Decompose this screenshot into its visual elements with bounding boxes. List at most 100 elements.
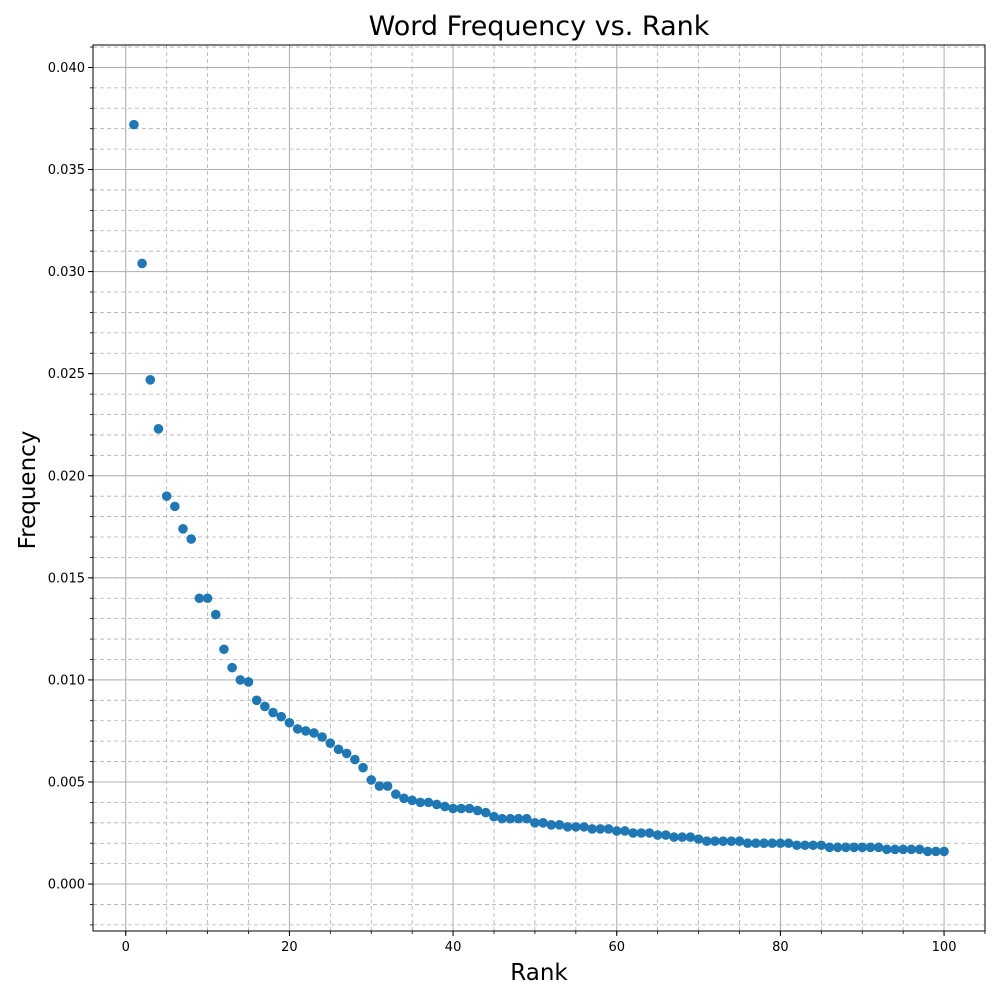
data-point	[791, 840, 802, 851]
data-point	[399, 793, 409, 804]
data-point	[677, 832, 688, 842]
x-axis-label: Rank	[510, 960, 568, 986]
data-point	[464, 803, 475, 814]
data-point	[390, 789, 401, 800]
data-point	[767, 838, 778, 849]
data-point	[513, 813, 524, 824]
x-tick-label: 80	[772, 940, 789, 955]
data-point	[873, 842, 884, 853]
data-point	[726, 836, 737, 846]
data-point	[841, 842, 851, 853]
x-axis-ticks: 0 20 40 60 80 100	[122, 931, 986, 955]
data-point	[562, 822, 573, 832]
data-points	[129, 119, 949, 857]
data-point	[759, 838, 769, 849]
data-point	[431, 799, 442, 810]
data-point	[170, 501, 180, 512]
data-point	[628, 828, 638, 838]
x-tick-label: 60	[608, 940, 625, 955]
data-point	[783, 838, 794, 849]
x-tick-label: 40	[445, 940, 462, 955]
plot-area	[93, 45, 985, 931]
data-point	[849, 842, 859, 853]
data-point	[161, 491, 172, 501]
data-point	[685, 832, 696, 842]
data-point	[890, 844, 900, 855]
data-point	[202, 593, 213, 604]
y-tick-label: 0.005	[48, 775, 85, 790]
data-point	[300, 726, 311, 736]
data-point	[636, 828, 647, 838]
data-point	[931, 846, 941, 857]
plot-frame	[92, 44, 986, 932]
data-point	[227, 662, 237, 673]
y-axis-ticks: 0.000 0.005 0.010 0.015 0.020 0.025 0.030 0.035…	[48, 46, 93, 926]
data-point	[922, 846, 933, 857]
data-point	[489, 811, 499, 822]
data-point	[775, 838, 786, 849]
data-point	[554, 820, 565, 830]
data-point	[906, 844, 917, 855]
data-point	[505, 813, 516, 824]
data-point	[341, 748, 352, 759]
data-point	[137, 258, 147, 269]
data-point	[538, 818, 548, 828]
x-tick-label: 0	[122, 940, 130, 955]
data-point	[153, 423, 164, 434]
data-point	[423, 797, 434, 808]
data-point	[317, 732, 327, 742]
data-point	[284, 717, 295, 728]
data-point	[611, 826, 622, 836]
data-point	[366, 775, 377, 785]
data-point	[742, 838, 753, 849]
data-point	[595, 824, 606, 834]
data-point	[800, 840, 810, 851]
data-point	[832, 842, 843, 853]
data-point	[333, 744, 344, 755]
y-tick-label: 0.035	[48, 163, 85, 178]
data-point	[456, 803, 467, 814]
data-point	[407, 795, 417, 806]
x-tick-label: 20	[281, 940, 298, 955]
data-point	[734, 836, 745, 846]
y-tick-label: 0.000	[48, 878, 85, 893]
data-point	[898, 844, 908, 855]
data-point	[579, 822, 589, 832]
data-point	[718, 836, 728, 846]
data-point	[178, 524, 188, 534]
data-point	[939, 846, 949, 857]
data-point	[824, 842, 835, 853]
data-point	[129, 119, 139, 130]
data-point	[497, 813, 507, 824]
data-point	[325, 738, 336, 748]
data-point	[669, 832, 679, 842]
data-point	[571, 822, 581, 832]
data-point	[210, 609, 221, 620]
y-tick-label: 0.025	[48, 367, 85, 382]
data-point	[751, 838, 761, 849]
data-point	[292, 724, 303, 734]
data-point	[481, 807, 491, 818]
data-point	[194, 593, 205, 604]
data-point	[235, 675, 246, 685]
data-point	[472, 805, 483, 816]
data-point	[521, 813, 532, 824]
y-tick-label: 0.040	[48, 61, 85, 76]
data-point	[415, 797, 426, 808]
data-point	[865, 842, 876, 853]
y-tick-label: 0.010	[48, 673, 85, 688]
data-point	[382, 781, 393, 791]
data-point	[857, 842, 868, 853]
data-point	[358, 762, 368, 773]
y-tick-label: 0.030	[48, 265, 85, 280]
major-grid	[93, 45, 985, 931]
data-point	[350, 754, 360, 765]
y-tick-label: 0.020	[48, 469, 85, 484]
data-point	[260, 701, 270, 712]
data-point	[661, 830, 671, 840]
data-point	[652, 830, 663, 840]
data-point	[620, 826, 630, 836]
data-point	[701, 836, 712, 846]
data-point	[145, 375, 156, 385]
